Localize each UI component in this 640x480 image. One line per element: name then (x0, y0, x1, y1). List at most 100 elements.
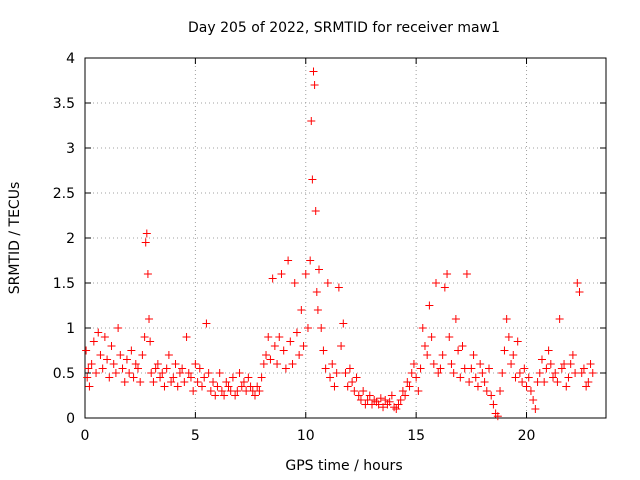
data-point (301, 270, 310, 278)
data-point (127, 346, 136, 355)
data-point (542, 364, 551, 373)
data-point (171, 360, 180, 368)
x-tick-label: 15 (407, 428, 425, 444)
y-tick-label: 0.5 (53, 366, 75, 382)
data-point (414, 387, 423, 395)
data-point (275, 333, 284, 341)
data-point (215, 369, 224, 377)
data-point (87, 360, 96, 368)
data-point (449, 369, 458, 377)
data-point (447, 360, 456, 368)
data-point (89, 337, 98, 346)
data-point (381, 396, 390, 404)
y-tick-label: 4 (66, 51, 75, 67)
data-point (515, 369, 524, 377)
data-point (337, 342, 346, 350)
data-point (553, 378, 562, 386)
data-point (451, 315, 460, 323)
data-point (98, 364, 107, 373)
data-point (284, 256, 293, 265)
data-point (94, 328, 103, 337)
data-point (129, 373, 138, 382)
data-point (586, 360, 595, 368)
data-point (191, 360, 200, 368)
data-point (359, 387, 368, 395)
data-point (100, 333, 109, 341)
data-point (295, 351, 304, 359)
data-point (96, 351, 105, 359)
data-point (111, 369, 120, 377)
data-point (524, 373, 533, 382)
data-point (434, 369, 443, 377)
data-point (330, 382, 339, 391)
x-axis-title: GPS time / hours (285, 458, 402, 474)
data-point (401, 391, 410, 400)
data-point (167, 378, 176, 386)
data-point (233, 387, 242, 395)
data-point (264, 333, 273, 341)
data-point (211, 391, 220, 400)
data-point (504, 333, 513, 341)
y-tick-label: 1.5 (53, 276, 75, 292)
data-point (142, 229, 151, 238)
data-point (250, 391, 259, 400)
data-point (443, 270, 452, 278)
data-point (376, 394, 385, 403)
data-point (416, 364, 425, 373)
data-point (306, 256, 315, 265)
data-point (209, 378, 218, 386)
data-point (310, 81, 319, 89)
data-point (193, 378, 202, 386)
data-point (352, 373, 361, 382)
x-tick-label: 10 (297, 428, 315, 444)
data-point (277, 270, 286, 278)
data-point (540, 378, 549, 386)
data-point (173, 382, 182, 391)
data-point (396, 396, 405, 404)
data-point (584, 378, 593, 386)
data-point (343, 382, 352, 391)
data-point (140, 333, 149, 341)
data-point (544, 346, 553, 355)
data-point (577, 369, 586, 377)
data-point (143, 270, 152, 278)
data-point (484, 364, 493, 373)
data-point (465, 378, 474, 386)
data-point (440, 283, 449, 292)
data-point (328, 360, 337, 368)
data-point (339, 319, 348, 328)
data-point (125, 369, 134, 377)
data-point (109, 360, 118, 368)
data-point (198, 382, 207, 391)
data-point (398, 387, 407, 395)
data-point (535, 369, 544, 377)
data-point (158, 369, 167, 377)
data-point (345, 364, 354, 373)
data-point (445, 333, 454, 341)
x-tick-label: 20 (518, 428, 536, 444)
data-point (120, 378, 129, 386)
data-point (217, 387, 226, 395)
data-point (103, 355, 112, 364)
data-point (184, 369, 193, 377)
data-point (405, 382, 414, 391)
data-point (255, 387, 264, 395)
data-point (507, 360, 516, 368)
data-point (311, 207, 320, 215)
data-point (317, 324, 326, 332)
data-point (487, 391, 496, 400)
data-point (365, 391, 374, 400)
data-point (348, 378, 357, 386)
data-point (222, 378, 231, 386)
data-point (107, 342, 116, 350)
data-point (319, 346, 328, 355)
data-point (281, 364, 290, 373)
y-tick-label: 1 (66, 321, 75, 337)
data-point (315, 265, 324, 274)
data-point (220, 391, 229, 400)
x-axis-ticks: 0 5 10 15 20 (81, 58, 536, 444)
data-point (313, 306, 322, 314)
data-point (178, 364, 187, 373)
data-point (206, 387, 215, 395)
data-point (588, 369, 597, 377)
